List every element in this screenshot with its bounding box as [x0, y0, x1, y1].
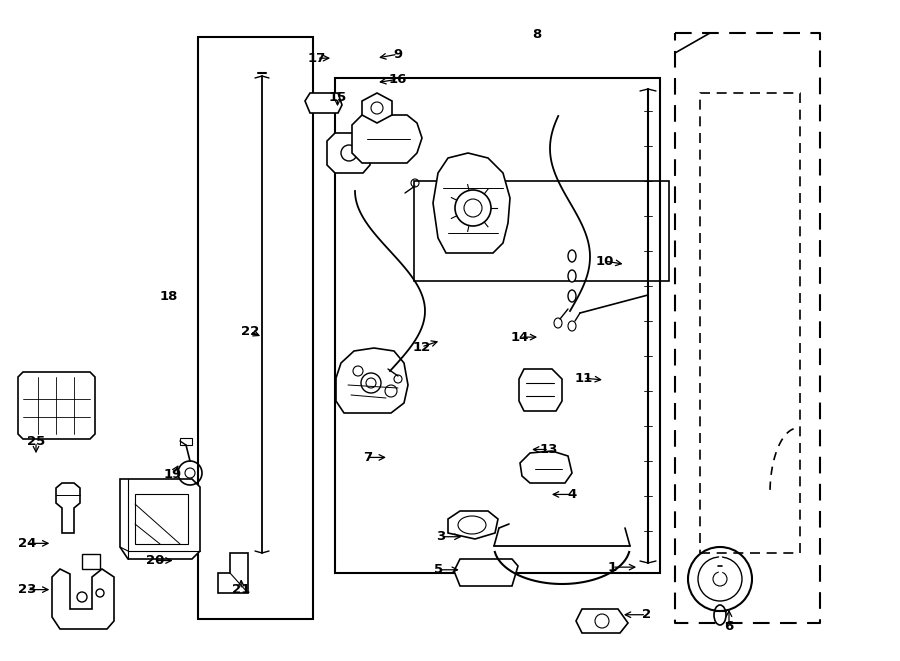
Polygon shape — [327, 133, 370, 173]
Text: 5: 5 — [434, 563, 443, 576]
Text: 21: 21 — [232, 583, 250, 596]
Text: 25: 25 — [27, 435, 45, 448]
Polygon shape — [218, 553, 248, 593]
Polygon shape — [352, 115, 422, 163]
Text: 1: 1 — [608, 561, 616, 574]
Text: 7: 7 — [363, 451, 372, 464]
Text: 17: 17 — [308, 52, 326, 65]
Polygon shape — [52, 569, 114, 629]
Polygon shape — [135, 494, 188, 544]
Polygon shape — [56, 483, 80, 533]
Polygon shape — [520, 451, 572, 483]
Text: 8: 8 — [532, 28, 541, 41]
Polygon shape — [362, 93, 392, 123]
Text: 23: 23 — [18, 583, 36, 596]
Polygon shape — [120, 479, 200, 559]
Text: 13: 13 — [540, 443, 558, 456]
Text: 10: 10 — [596, 254, 614, 268]
Polygon shape — [82, 554, 100, 569]
Text: 15: 15 — [328, 91, 346, 104]
Text: 18: 18 — [160, 290, 178, 303]
Polygon shape — [454, 559, 518, 586]
Text: 3: 3 — [436, 530, 446, 543]
Text: 4: 4 — [568, 488, 577, 501]
Text: 16: 16 — [389, 73, 407, 86]
Text: 2: 2 — [642, 608, 651, 621]
Text: 20: 20 — [146, 554, 164, 567]
Ellipse shape — [568, 250, 576, 262]
Polygon shape — [336, 348, 408, 413]
Polygon shape — [305, 93, 342, 113]
Text: 22: 22 — [241, 325, 259, 338]
Text: 19: 19 — [164, 468, 182, 481]
Polygon shape — [18, 372, 95, 439]
Bar — [198, 37, 313, 619]
Ellipse shape — [568, 290, 576, 302]
Bar — [335, 78, 660, 573]
Text: 9: 9 — [393, 48, 402, 61]
Text: 11: 11 — [574, 371, 592, 385]
Ellipse shape — [568, 270, 576, 282]
Polygon shape — [433, 153, 510, 253]
Polygon shape — [448, 511, 498, 539]
Polygon shape — [576, 609, 628, 633]
Bar — [414, 181, 669, 281]
Polygon shape — [519, 369, 562, 411]
Text: 6: 6 — [724, 620, 733, 633]
Text: 24: 24 — [18, 537, 36, 550]
Polygon shape — [180, 438, 192, 445]
Text: 12: 12 — [412, 340, 430, 354]
Text: 14: 14 — [511, 330, 529, 344]
